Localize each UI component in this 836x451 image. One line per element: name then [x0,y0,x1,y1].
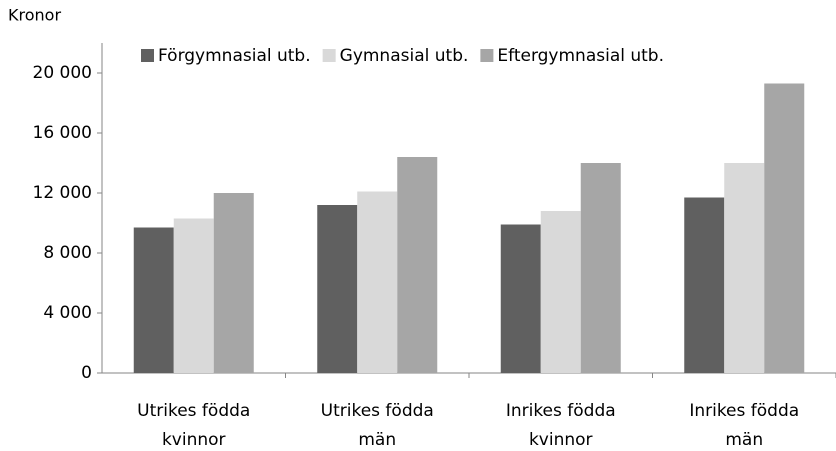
y-tick-label: 0 [81,363,92,383]
bar [173,218,214,373]
y-axis-label: Kronor [8,6,61,25]
bar [357,191,398,373]
legend-label: Förgymnasial utb. [158,46,311,66]
bar [317,205,358,373]
y-tick-label: 12 000 [33,183,92,203]
x-tick-label: Inrikes födda män [689,401,799,450]
y-tick-label: 20 000 [33,63,92,83]
bar [500,224,541,373]
legend-label: Eftergymnasial utb. [497,46,664,66]
bar [397,157,438,373]
y-tick-label: 4 000 [43,303,92,323]
x-tick-label: Inrikes födda kvinnor [506,401,616,450]
bar [684,197,725,373]
legend-swatch [141,49,154,62]
legend-swatch [480,49,494,62]
legend-label: Gymnasial utb. [340,46,469,66]
y-tick-label: 8 000 [43,243,92,263]
y-tick-label: 16 000 [33,123,92,143]
bar [540,211,581,373]
bar [580,163,621,373]
bar [764,83,805,373]
legend-swatch [322,49,336,62]
bar [724,163,765,373]
bar [133,227,174,373]
bar [213,193,254,373]
x-tick-label: Utrikes födda män [321,401,434,450]
x-tick-label: Utrikes födda kvinnor [137,401,250,450]
